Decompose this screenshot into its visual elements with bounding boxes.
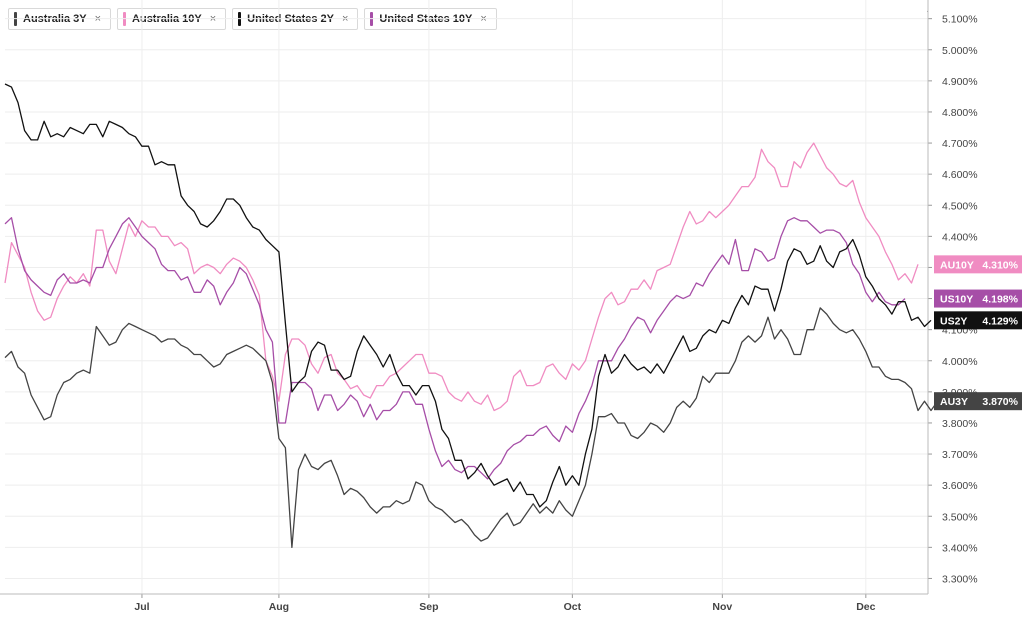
last-value-badge-bg — [934, 255, 1022, 274]
y-tick-label: 4.800% — [942, 107, 978, 119]
y-tick-label: 5.000% — [942, 45, 978, 57]
y-tick-label: 4.900% — [942, 76, 978, 88]
last-value-badge-value: 4.198% — [982, 294, 1018, 306]
series-line-australia-3y — [4, 307, 939, 549]
last-value-badge-code: AU3Y — [940, 396, 968, 408]
y-tick-label: 3.400% — [942, 542, 978, 554]
y-tick-label: 4.700% — [942, 138, 978, 150]
x-tick-label: Jul — [134, 601, 149, 613]
last-value-badge-code: US2Y — [940, 315, 967, 327]
series-line-united-states-10y — [4, 217, 906, 480]
y-tick-label: 4.000% — [942, 356, 978, 368]
y-tick-label: 5.100% — [942, 14, 978, 26]
y-tick-label: 3.300% — [942, 573, 978, 585]
y-tick-label: 4.500% — [942, 200, 978, 212]
series-line-united-states-2y — [4, 83, 932, 508]
y-tick-label: 3.500% — [942, 511, 978, 523]
last-value-badge-value: 4.310% — [982, 259, 1018, 271]
y-tick-label: 3.700% — [942, 449, 978, 461]
x-tick-label: Aug — [269, 601, 289, 613]
last-value-badge-value: 4.129% — [982, 315, 1018, 327]
series-line-australia-10y — [4, 142, 919, 412]
last-value-badge-code: AU10Y — [940, 259, 974, 271]
y-tick-label: 3.800% — [942, 418, 978, 430]
x-tick-label: Oct — [564, 601, 582, 613]
last-value-badge-value: 3.870% — [982, 396, 1018, 408]
x-tick-label: Dec — [856, 601, 875, 613]
last-value-badge-code: US10Y — [940, 294, 973, 306]
last-value-badge-bg — [934, 289, 1022, 308]
x-tick-label: Nov — [712, 601, 732, 613]
last-value-badge-bg — [934, 392, 1022, 411]
x-tick-label: Sep — [419, 601, 438, 613]
y-tick-label: 4.600% — [942, 169, 978, 181]
last-value-badge-bg — [934, 311, 1022, 330]
y-tick-label: 3.600% — [942, 480, 978, 492]
y-tick-label: 4.400% — [942, 231, 978, 243]
